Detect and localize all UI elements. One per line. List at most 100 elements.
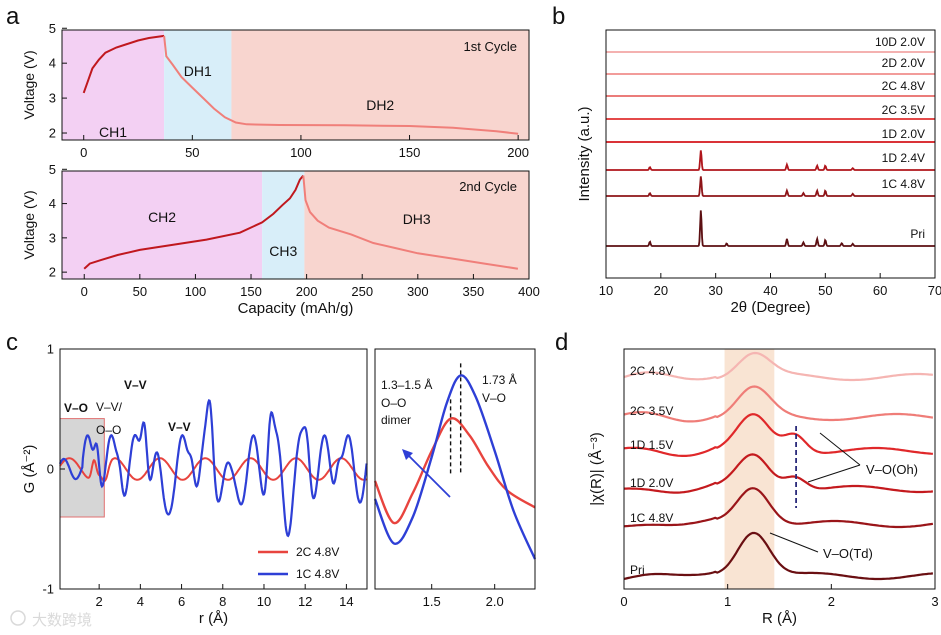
panel-a-bottom-title: 2nd Cycle <box>459 179 517 194</box>
highlight-band <box>724 349 775 589</box>
annotation-arrow <box>807 464 861 483</box>
annotation-arrow <box>819 432 861 466</box>
panel-a-top-series-discharge <box>163 35 519 135</box>
panel-a-top-ytick-label: 3 <box>49 91 56 106</box>
panel-c-right-xtick-label: 2.0 <box>486 594 504 609</box>
panel-a-top-series-charge <box>82 34 165 94</box>
panel-b-xtick-label: 30 <box>708 283 722 298</box>
panel-b-xtick-label: 50 <box>818 283 832 298</box>
panel-a-bottom-xtick-label: 300 <box>407 284 429 299</box>
panel-b-xtick-label: 20 <box>654 283 668 298</box>
panel-a-bottom-xtick-label: 100 <box>185 284 207 299</box>
exafs-series <box>623 413 933 457</box>
panel-c-left-xtick-label: 4 <box>137 594 144 609</box>
panel-a-top-ylabel: Voltage (V) <box>21 50 37 119</box>
panel-d-ylabel: |χ(R)| (Å⁻³) <box>588 432 605 506</box>
panel-a-bottom-xtick-label: 400 <box>518 284 540 299</box>
xrd-label: 1D 2.4V <box>882 151 925 165</box>
panel-a-bottom-xlabel: Capacity (mAh/g) <box>238 300 354 317</box>
panel-d-chart: 2C 4.8V 2C 3.5V 1D 1.5V 1D 2.0V 1C 4.8V Pri V–… <box>588 348 939 627</box>
region-label-dh3: DH3 <box>403 211 431 227</box>
panel-a-bottom-ytick-label: 4 <box>49 196 56 211</box>
panel-a-bottom-xtick-label: 150 <box>240 284 262 299</box>
xrd-pattern <box>606 210 935 247</box>
exafs-label: Pri <box>630 563 645 577</box>
xrd-label: 2D 2.0V <box>882 56 925 70</box>
panel-b-chart: 10D 2.0V 2D 2.0V 2C 4.8V 2C 3.5V 1D 2.0V 1D 2… <box>576 29 941 316</box>
panel-d-xtick-label: 2 <box>828 594 835 609</box>
zoom-series <box>373 374 537 560</box>
xrd-label: 1C 4.8V <box>882 177 925 191</box>
zoom-annotation: O–O <box>381 396 406 410</box>
region-label-dh1: DH1 <box>184 63 212 79</box>
panel-c-left-xtick-label: 8 <box>219 594 226 609</box>
exafs-series <box>624 453 934 494</box>
panel-c-left-ytick-label: 0 <box>47 462 54 477</box>
legend-label: 2C 4.8V <box>296 545 339 559</box>
panel-c-right-frame <box>374 348 536 590</box>
xrd-label: 2C 3.5V <box>882 103 925 117</box>
panel-a-top-xtick-label: 100 <box>290 145 312 160</box>
panel-a-bottom-ytick-label: 2 <box>49 265 56 280</box>
region-label-dh2: DH2 <box>366 97 394 113</box>
exafs-label: 1D 2.0V <box>630 476 673 490</box>
pdf-series-1c-4.8v <box>58 398 368 538</box>
zoom-annotation: 1.3–1.5 Å <box>381 377 432 392</box>
panel-c-left-xtick-label: 2 <box>96 594 103 609</box>
panel-b-xtick-label: 70 <box>928 283 941 298</box>
zoom-series <box>373 417 536 525</box>
watermark-logo-icon <box>10 610 26 626</box>
panel-a-top-ytick-label: 2 <box>49 126 56 141</box>
panel-a-bottom-xtick-label: 250 <box>351 284 373 299</box>
panel-a-top-xtick-label: 50 <box>185 145 199 160</box>
region-label-ch1: CH1 <box>99 124 127 140</box>
panel-b-xtick-label: 60 <box>873 283 887 298</box>
panel-c-left-chart: 2 4 6 8 10 12 14 -1 0 1 r (Å) G (Å⁻²) V–O V–V/O–O V–V V… <box>21 342 368 627</box>
panel-a-bottom-ylabel: Voltage (V) <box>21 190 37 259</box>
region-label-ch2: CH2 <box>148 209 176 225</box>
region-dh3 <box>304 171 529 279</box>
exafs-series <box>623 351 934 382</box>
panel-letter-d: d <box>555 329 568 356</box>
pdf-annotation: O–O <box>96 423 121 437</box>
panel-a-top-xtick-label: 0 <box>80 145 87 160</box>
exafs-annotation: V–O(Oh) <box>866 462 918 477</box>
exafs-series <box>623 487 934 529</box>
pdf-annotation: V–V <box>124 378 147 392</box>
panel-b-xlabel: 2θ (Degree) <box>730 299 810 316</box>
panel-c-right-chart: 1.5 2.0 1.3–1.5 Å O–O dimer 1.73 Å V–O <box>373 348 537 609</box>
zoom-annotation: V–O <box>482 391 506 405</box>
panel-d-xtick-label: 3 <box>931 594 938 609</box>
xrd-label: 1D 2.0V <box>882 127 925 141</box>
panel-a-bottom-xtick-label: 200 <box>296 284 318 299</box>
panel-a-bottom-ytick-label: 3 <box>49 230 56 245</box>
shift-arrow-head <box>402 449 413 460</box>
panel-c-ylabel: G (Å⁻²) <box>21 445 38 494</box>
xrd-pattern <box>606 150 935 171</box>
panel-a-top-ytick-label: 5 <box>49 21 56 36</box>
exafs-label: 1C 4.8V <box>630 511 673 525</box>
zoom-annotation: dimer <box>381 413 411 427</box>
panel-a-top-frame <box>61 29 530 141</box>
panel-a-top-xtick-label: 200 <box>507 145 529 160</box>
panel-d-frame <box>623 348 936 590</box>
panel-c-left-xtick-label: 14 <box>339 594 353 609</box>
panel-letter-c: c <box>6 329 18 356</box>
annotation-arrow <box>769 532 819 553</box>
exafs-series <box>623 385 934 423</box>
panel-c-left-ytick-label: -1 <box>42 582 54 597</box>
panel-a-bottom-frame <box>61 170 530 280</box>
xrd-label: Pri <box>910 227 925 241</box>
panel-letter-a: a <box>6 3 20 30</box>
panel-a-bottom-xtick-label: 50 <box>133 284 147 299</box>
panel-a-bottom-ytick-label: 5 <box>49 162 56 177</box>
exafs-label: 2C 4.8V <box>630 364 673 378</box>
panel-c-left-ytick-label: 1 <box>47 342 54 357</box>
panel-b-ylabel: Intensity (a.u.) <box>576 106 593 201</box>
panel-c-left-xtick-label: 10 <box>257 594 271 609</box>
panel-a-bottom-chart: CH2 CH3 DH3 2nd Cycle 0 50 100 150 200 250 300 350 4… <box>21 162 540 317</box>
panel-b-xtick-label: 10 <box>599 283 613 298</box>
panel-b-xtick-label: 40 <box>763 283 777 298</box>
legend-label: 1C 4.8V <box>296 567 339 581</box>
xrd-pattern <box>606 176 935 197</box>
